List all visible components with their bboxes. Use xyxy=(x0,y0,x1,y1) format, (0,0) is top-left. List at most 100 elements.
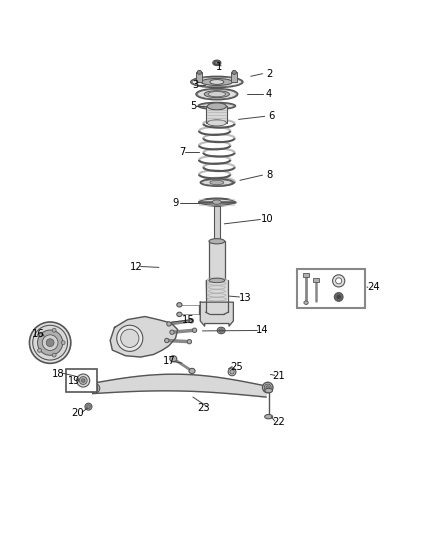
Text: 5: 5 xyxy=(190,101,196,111)
Ellipse shape xyxy=(210,180,224,184)
Text: 9: 9 xyxy=(172,198,179,208)
Ellipse shape xyxy=(262,382,273,393)
Bar xyxy=(297,269,365,308)
Ellipse shape xyxy=(265,389,272,393)
Polygon shape xyxy=(200,302,233,326)
Bar xyxy=(214,61,220,64)
Ellipse shape xyxy=(90,384,100,393)
Ellipse shape xyxy=(213,60,221,66)
Ellipse shape xyxy=(117,325,143,351)
Text: 3: 3 xyxy=(192,79,198,90)
Ellipse shape xyxy=(230,370,234,374)
Ellipse shape xyxy=(177,303,182,307)
Ellipse shape xyxy=(304,301,308,304)
Ellipse shape xyxy=(217,327,225,334)
Text: 20: 20 xyxy=(71,408,84,418)
Ellipse shape xyxy=(86,405,90,409)
Ellipse shape xyxy=(228,368,236,376)
Ellipse shape xyxy=(200,179,233,186)
Text: 13: 13 xyxy=(239,293,251,303)
Ellipse shape xyxy=(189,368,195,374)
Ellipse shape xyxy=(232,70,237,74)
Ellipse shape xyxy=(38,330,63,356)
Ellipse shape xyxy=(332,275,345,287)
Ellipse shape xyxy=(197,90,237,99)
Ellipse shape xyxy=(170,330,174,334)
Ellipse shape xyxy=(189,319,194,323)
Text: 8: 8 xyxy=(266,170,272,180)
Text: 24: 24 xyxy=(367,282,380,293)
Ellipse shape xyxy=(52,353,56,357)
Text: 14: 14 xyxy=(256,326,269,335)
Ellipse shape xyxy=(336,278,342,284)
Ellipse shape xyxy=(208,92,226,97)
Ellipse shape xyxy=(52,328,56,332)
Polygon shape xyxy=(88,374,267,397)
Ellipse shape xyxy=(81,379,85,382)
Text: 10: 10 xyxy=(261,214,273,224)
Ellipse shape xyxy=(170,356,177,362)
Ellipse shape xyxy=(199,103,234,109)
Ellipse shape xyxy=(334,293,343,301)
Ellipse shape xyxy=(165,338,169,343)
Ellipse shape xyxy=(265,415,272,419)
Ellipse shape xyxy=(187,340,191,344)
Ellipse shape xyxy=(201,180,232,185)
Text: 25: 25 xyxy=(230,362,243,373)
Text: 7: 7 xyxy=(179,147,185,157)
Text: 6: 6 xyxy=(268,111,275,122)
Ellipse shape xyxy=(215,61,219,64)
Bar xyxy=(66,369,97,392)
Ellipse shape xyxy=(199,198,235,206)
Bar xyxy=(214,206,220,241)
Ellipse shape xyxy=(196,88,238,100)
Ellipse shape xyxy=(209,278,225,282)
Ellipse shape xyxy=(46,339,54,346)
Ellipse shape xyxy=(38,349,42,352)
Ellipse shape xyxy=(191,76,243,87)
Text: 22: 22 xyxy=(273,417,286,427)
Ellipse shape xyxy=(207,120,226,126)
Ellipse shape xyxy=(29,322,71,364)
Ellipse shape xyxy=(192,77,242,87)
Ellipse shape xyxy=(219,329,223,332)
Polygon shape xyxy=(110,317,178,357)
Ellipse shape xyxy=(266,386,269,389)
Ellipse shape xyxy=(33,325,67,360)
Bar xyxy=(209,241,225,280)
Ellipse shape xyxy=(177,312,182,317)
Ellipse shape xyxy=(198,102,236,109)
Ellipse shape xyxy=(204,91,230,98)
Ellipse shape xyxy=(264,384,271,391)
Ellipse shape xyxy=(207,103,226,110)
Ellipse shape xyxy=(42,335,58,351)
Ellipse shape xyxy=(197,70,201,74)
Ellipse shape xyxy=(212,200,221,204)
Bar xyxy=(303,273,309,277)
Ellipse shape xyxy=(85,403,92,410)
Text: 2: 2 xyxy=(266,69,272,79)
Text: 1: 1 xyxy=(216,62,222,72)
Ellipse shape xyxy=(208,104,226,108)
Ellipse shape xyxy=(77,374,90,387)
Ellipse shape xyxy=(79,377,87,384)
Ellipse shape xyxy=(38,333,42,337)
Text: 21: 21 xyxy=(273,371,286,381)
Text: 12: 12 xyxy=(130,262,143,271)
Ellipse shape xyxy=(210,79,224,84)
Ellipse shape xyxy=(61,341,65,345)
Bar xyxy=(313,278,319,282)
Ellipse shape xyxy=(201,78,233,85)
Text: 16: 16 xyxy=(32,329,45,339)
Ellipse shape xyxy=(92,385,98,391)
Text: 4: 4 xyxy=(266,89,272,99)
Bar xyxy=(196,72,202,82)
Bar xyxy=(206,107,227,123)
Text: 17: 17 xyxy=(162,357,175,366)
Ellipse shape xyxy=(192,328,197,333)
Ellipse shape xyxy=(336,295,341,299)
Text: 19: 19 xyxy=(67,376,80,385)
Ellipse shape xyxy=(209,239,225,244)
Text: 15: 15 xyxy=(182,314,195,325)
Bar xyxy=(231,72,237,82)
